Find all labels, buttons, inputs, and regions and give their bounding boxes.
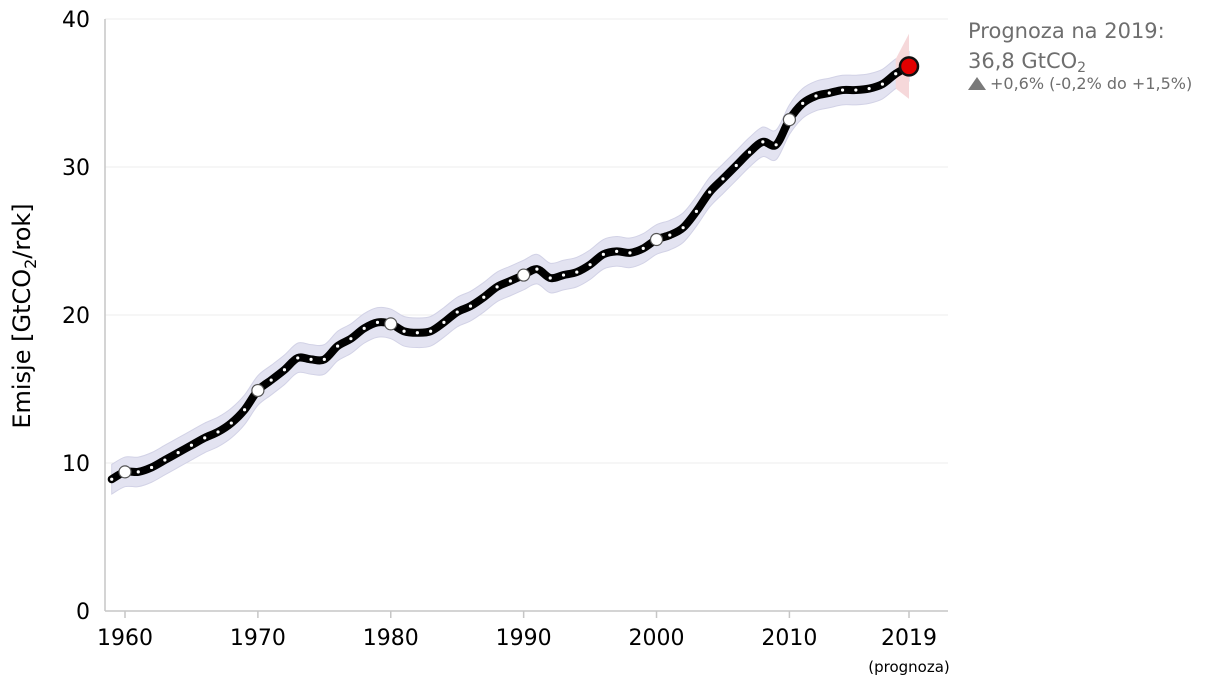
year-dot [442,320,446,324]
projection-marker [898,56,920,77]
year-dot [375,320,380,324]
year-dot [176,451,180,455]
year-dot [296,356,300,360]
year-dot [601,252,605,256]
x-tick-label: 1960 [97,626,153,651]
year-dot [774,143,778,147]
y-axis-title: Emisje [GtCO2/rok] [8,203,40,428]
year-dot [708,190,712,194]
year-dot [734,163,738,168]
year-dot [681,226,685,230]
forecast-title: Prognoza na 2019: [968,19,1165,43]
y-axis-title-sub: 2 [21,259,40,269]
year-dot [362,326,366,330]
forecast-value-sub: 2 [1077,60,1087,76]
forecast-value-text: 36,8 GtCO [968,49,1078,73]
year-dot [229,421,233,425]
year-dot [801,101,805,105]
year-dot [110,477,114,481]
decade-marker [384,317,398,331]
year-dot [615,249,619,253]
y-tick-label: 40 [62,8,90,33]
year-dot [309,357,313,361]
year-dot [508,279,512,283]
year-dot [561,273,566,277]
year-dot [535,267,539,271]
x-tick-label: 2010 [761,626,817,651]
y-axis-title-main: Emisje [GtCO [8,269,36,429]
year-dot [761,140,765,144]
x-tick-label: 1990 [496,626,552,651]
x-tick-label: 1980 [363,626,419,651]
year-dot [814,94,818,98]
forecast-annotation: Prognoza na 2019: 36,8 GtCO2 +0,6% (-0,2… [968,18,1192,94]
decade-marker [517,268,531,282]
decade-marker [118,465,132,479]
year-dot [628,251,632,255]
year-dot [880,82,885,86]
year-dot [282,368,287,372]
year-dot [641,246,645,250]
year-dot [588,263,592,267]
year-dot [415,331,419,335]
year-dot [468,304,473,308]
grid-lines [105,18,948,464]
decade-marker [251,383,265,398]
x-tick-label: 2000 [629,626,685,651]
axis-labels: Emisje [GtCO2/rok] 0 10 20 30 40 1960 1970 1980… [8,8,950,676]
x-tick-label: 1970 [230,626,286,651]
year-dot [163,458,167,462]
year-dot [482,295,486,299]
year-dot [827,91,831,95]
year-dot [149,465,154,470]
year-dot [216,430,220,434]
forecast-value: 36,8 GtCO2 [968,48,1192,76]
year-dot [402,329,406,333]
year-dot [429,329,433,333]
y-tick-label: 30 [62,156,90,181]
forecast-change-text: +0,6% (-0,2% do +1,5%) [990,74,1193,93]
year-dot [894,72,898,76]
y-tick-label: 10 [62,452,90,477]
y-tick-label: 0 [76,600,90,625]
year-dot [455,310,459,314]
y-tick-label: 20 [62,304,90,329]
year-dot [349,337,353,341]
forecast-change: +0,6% (-0,2% do +1,5%) [968,74,1192,94]
year-dot [322,357,326,361]
x-tick-label: 2019 [881,626,937,651]
markers [118,56,920,479]
year-dot [854,88,858,92]
y-axis-title-end: /rok] [8,203,36,258]
year-dot [203,436,207,440]
decade-marker [782,113,797,127]
year-dot [136,470,140,474]
year-dot [867,86,871,91]
year-dot [242,408,247,412]
triangle-up-icon [968,76,986,90]
axes [104,19,948,618]
year-dot [189,443,194,447]
year-dot [747,150,752,154]
year-dot [548,276,552,280]
year-dot [495,285,499,289]
year-dot [694,209,698,213]
x-tick-note: (prognoza) [868,658,950,676]
year-dot [668,233,672,237]
year-dot [269,378,273,382]
year-dot [840,88,845,92]
decade-marker [649,232,664,247]
year-dot [721,177,725,181]
year-dot [575,270,579,274]
year-dot [336,344,340,348]
